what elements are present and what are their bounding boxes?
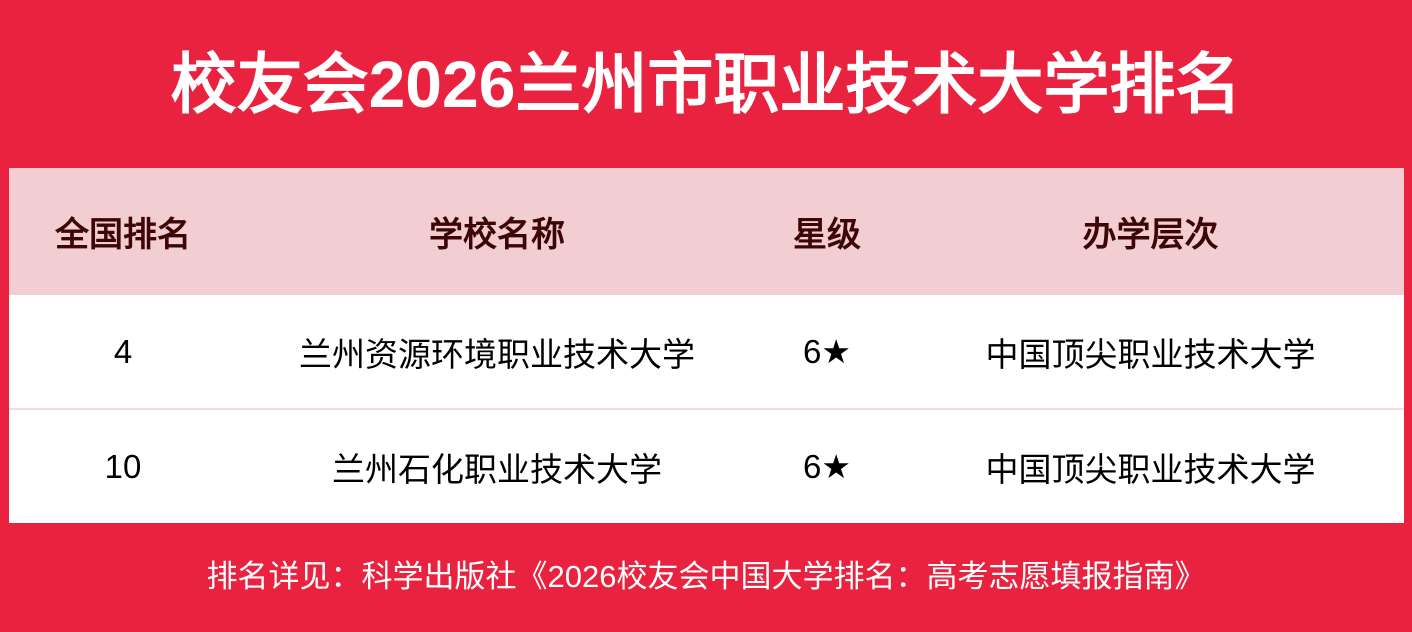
footer-note: 排名详见：科学出版社《2026校友会中国大学排名：高考志愿填报指南》 [206, 559, 1206, 594]
column-header-level: 办学层次 [1082, 216, 1219, 254]
column-header-rank: 全国排名 [55, 216, 191, 254]
poster-footer-band: 排名详见：科学出版社《2026校友会中国大学排名：高考志愿填报指南》 [0, 521, 1412, 632]
column-header-star: 星级 [793, 216, 861, 254]
table-body: 4 兰州资源环境职业技术大学 6★ 中国顶尖职业技术大学 10 兰州石化职业技术… [9, 295, 1404, 523]
table-header-row: 全国排名 学校名称 星级 办学层次 [9, 168, 1404, 295]
page-title: 校友会2026兰州市职业技术大学排名 [170, 47, 1242, 121]
ranking-table-card: 全国排名 学校名称 星级 办学层次 4 兰州资源环境职业技术大学 6★ 中国顶尖… [9, 168, 1404, 523]
column-header-name: 学校名称 [429, 216, 565, 254]
table-row: 10 兰州石化职业技术大学 6★ 中国顶尖职业技术大学 [9, 408, 1404, 523]
poster-title-band: 校友会2026兰州市职业技术大学排名 [0, 0, 1412, 168]
ranking-table: 全国排名 学校名称 星级 办学层次 4 兰州资源环境职业技术大学 6★ 中国顶尖… [9, 168, 1404, 523]
cell-level: 中国顶尖职业技术大学 [897, 295, 1404, 409]
cell-level: 中国顶尖职业技术大学 [897, 408, 1404, 523]
table-row: 4 兰州资源环境职业技术大学 6★ 中国顶尖职业技术大学 [9, 295, 1404, 409]
cell-star: 6★ [757, 408, 897, 523]
cell-star: 6★ [757, 295, 897, 409]
cell-name: 兰州资源环境职业技术大学 [237, 295, 757, 409]
table-header: 全国排名 学校名称 星级 办学层次 [9, 168, 1404, 295]
cell-name: 兰州石化职业技术大学 [237, 408, 757, 523]
cell-rank: 10 [9, 408, 237, 523]
cell-rank: 4 [9, 295, 237, 409]
